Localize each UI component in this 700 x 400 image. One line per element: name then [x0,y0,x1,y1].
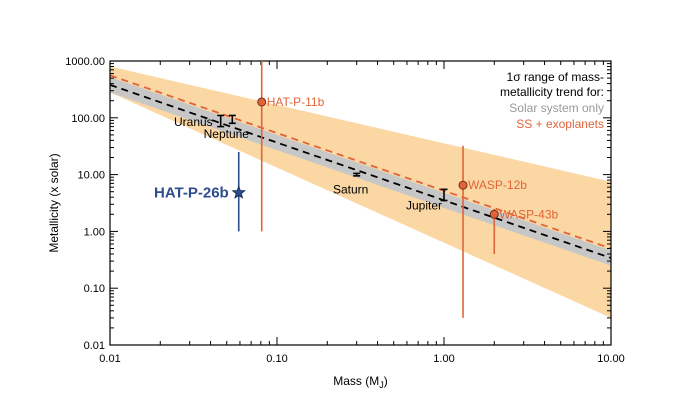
y-tick-label: 0.10 [84,283,105,295]
y-tick-label: 100.00 [71,113,105,125]
y-tick-label: 0.01 [84,340,105,352]
x-tick-label: 0.10 [266,353,287,365]
exoplanet-label: WASP-12b [468,178,527,192]
exoplanet-point [458,180,468,190]
legend-line-1: 1σ range of mass- [507,70,604,84]
exoplanet-point [257,97,267,107]
x-axis-title-close: ) [384,374,388,388]
x-tick-label: 1.00 [433,353,454,365]
legend-solar-label: Solar system only [509,101,604,115]
y-tick-label: 1.00 [84,226,105,238]
y-axis-title: Metallicity (x solar) [47,153,61,252]
star-icon [231,185,247,199]
y-tick-label: 10.00 [77,170,105,182]
solar-point-label: Saturn [333,183,368,197]
plot-frame [109,60,612,346]
x-axis-title: Mass (MJ) [333,374,388,390]
solar-trend-line [110,84,611,259]
solar-point-label: Neptune [204,127,250,141]
solar-point-label: Uranus [174,115,213,129]
x-tick-label: 10.00 [597,353,625,365]
exoplanet-label: HAT-P-11b [267,95,325,109]
highlight-label: HAT-P-26b [154,185,229,202]
x-axis-title-main: Mass (M [333,374,379,388]
solar-point-label: Jupiter [406,198,442,212]
exoplanet-label: WASP-43b [499,207,558,221]
x-tick-label: 0.01 [99,353,120,365]
exoplanet-point [489,209,499,219]
legend-line-2: metallicity trend for: [500,85,604,99]
legend-exo-label: SS + exoplanets [516,117,604,131]
x-axis-title-sub: J [379,380,384,390]
exoplanet-trend-line [110,74,611,250]
y-tick-label: 1000.00 [65,56,105,68]
